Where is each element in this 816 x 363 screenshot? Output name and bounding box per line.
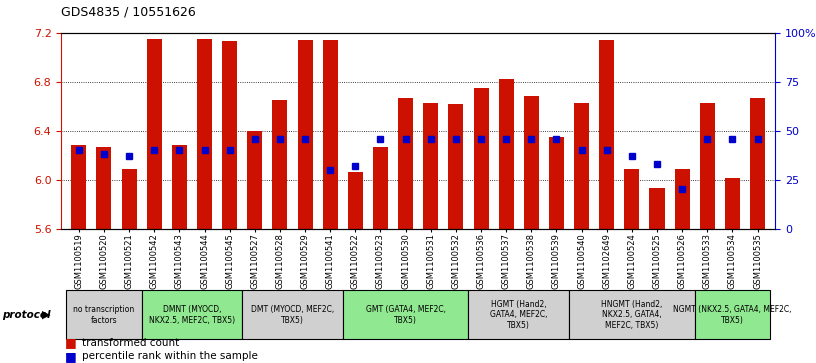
Text: GMT (GATA4, MEF2C,
TBX5): GMT (GATA4, MEF2C, TBX5) <box>366 305 446 325</box>
Text: no transcription
factors: no transcription factors <box>73 305 135 325</box>
Bar <box>524 97 539 229</box>
Bar <box>122 169 136 229</box>
Bar <box>348 172 363 229</box>
Text: HNGMT (Hand2,
NKX2.5, GATA4,
MEF2C, TBX5): HNGMT (Hand2, NKX2.5, GATA4, MEF2C, TBX5… <box>601 300 663 330</box>
Bar <box>675 169 690 229</box>
Bar <box>273 100 287 229</box>
Bar <box>650 188 664 229</box>
Bar <box>473 88 489 229</box>
Text: DMNT (MYOCD,
NKX2.5, MEF2C, TBX5): DMNT (MYOCD, NKX2.5, MEF2C, TBX5) <box>149 305 235 325</box>
Bar <box>700 102 715 229</box>
Text: transformed count: transformed count <box>82 338 179 348</box>
Text: DMT (MYOCD, MEF2C,
TBX5): DMT (MYOCD, MEF2C, TBX5) <box>251 305 334 325</box>
Bar <box>599 40 614 229</box>
Text: NGMT (NKX2.5, GATA4, MEF2C,
TBX5): NGMT (NKX2.5, GATA4, MEF2C, TBX5) <box>673 305 792 325</box>
Bar <box>424 102 438 229</box>
Bar <box>96 147 112 229</box>
Bar <box>499 79 514 229</box>
Bar <box>322 40 338 229</box>
Text: ■: ■ <box>65 337 77 350</box>
Bar <box>147 39 162 229</box>
Text: HGMT (Hand2,
GATA4, MEF2C,
TBX5): HGMT (Hand2, GATA4, MEF2C, TBX5) <box>490 300 548 330</box>
Bar <box>549 137 564 229</box>
Bar <box>373 147 388 229</box>
Bar <box>725 179 740 229</box>
Text: percentile rank within the sample: percentile rank within the sample <box>82 351 258 362</box>
Bar <box>172 146 187 229</box>
Bar <box>197 39 212 229</box>
Bar <box>222 41 237 229</box>
Bar <box>448 104 463 229</box>
Bar <box>624 169 640 229</box>
Text: GDS4835 / 10551626: GDS4835 / 10551626 <box>61 5 196 19</box>
Text: protocol: protocol <box>2 310 51 320</box>
Bar <box>298 40 313 229</box>
Bar <box>574 102 589 229</box>
Text: ▶: ▶ <box>42 310 51 320</box>
Text: ■: ■ <box>65 350 77 363</box>
Bar <box>398 98 413 229</box>
Bar <box>247 131 262 229</box>
Bar <box>71 146 86 229</box>
Bar <box>750 98 765 229</box>
